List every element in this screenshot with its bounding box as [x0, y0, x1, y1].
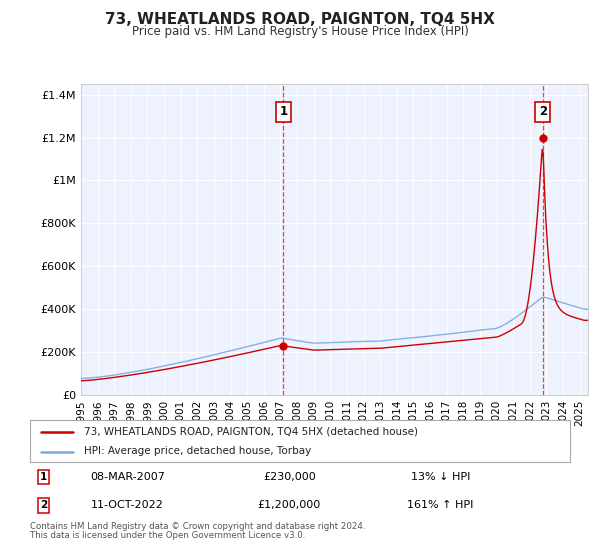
Text: 161% ↑ HPI: 161% ↑ HPI — [407, 501, 473, 510]
Text: 73, WHEATLANDS ROAD, PAIGNTON, TQ4 5HX (detached house): 73, WHEATLANDS ROAD, PAIGNTON, TQ4 5HX (… — [84, 427, 418, 437]
Text: 2: 2 — [40, 501, 47, 510]
Text: £1,200,000: £1,200,000 — [257, 501, 321, 510]
Text: 11-OCT-2022: 11-OCT-2022 — [91, 501, 164, 510]
Text: 73, WHEATLANDS ROAD, PAIGNTON, TQ4 5HX: 73, WHEATLANDS ROAD, PAIGNTON, TQ4 5HX — [105, 12, 495, 27]
Text: This data is licensed under the Open Government Licence v3.0.: This data is licensed under the Open Gov… — [30, 531, 305, 540]
Text: 2: 2 — [539, 105, 547, 119]
Text: HPI: Average price, detached house, Torbay: HPI: Average price, detached house, Torb… — [84, 446, 311, 456]
Text: Contains HM Land Registry data © Crown copyright and database right 2024.: Contains HM Land Registry data © Crown c… — [30, 522, 365, 531]
Text: 1: 1 — [280, 105, 287, 119]
Text: 1: 1 — [40, 472, 47, 482]
Text: Price paid vs. HM Land Registry's House Price Index (HPI): Price paid vs. HM Land Registry's House … — [131, 25, 469, 38]
Text: £230,000: £230,000 — [263, 472, 316, 482]
Text: 08-MAR-2007: 08-MAR-2007 — [90, 472, 164, 482]
Text: 13% ↓ HPI: 13% ↓ HPI — [411, 472, 470, 482]
